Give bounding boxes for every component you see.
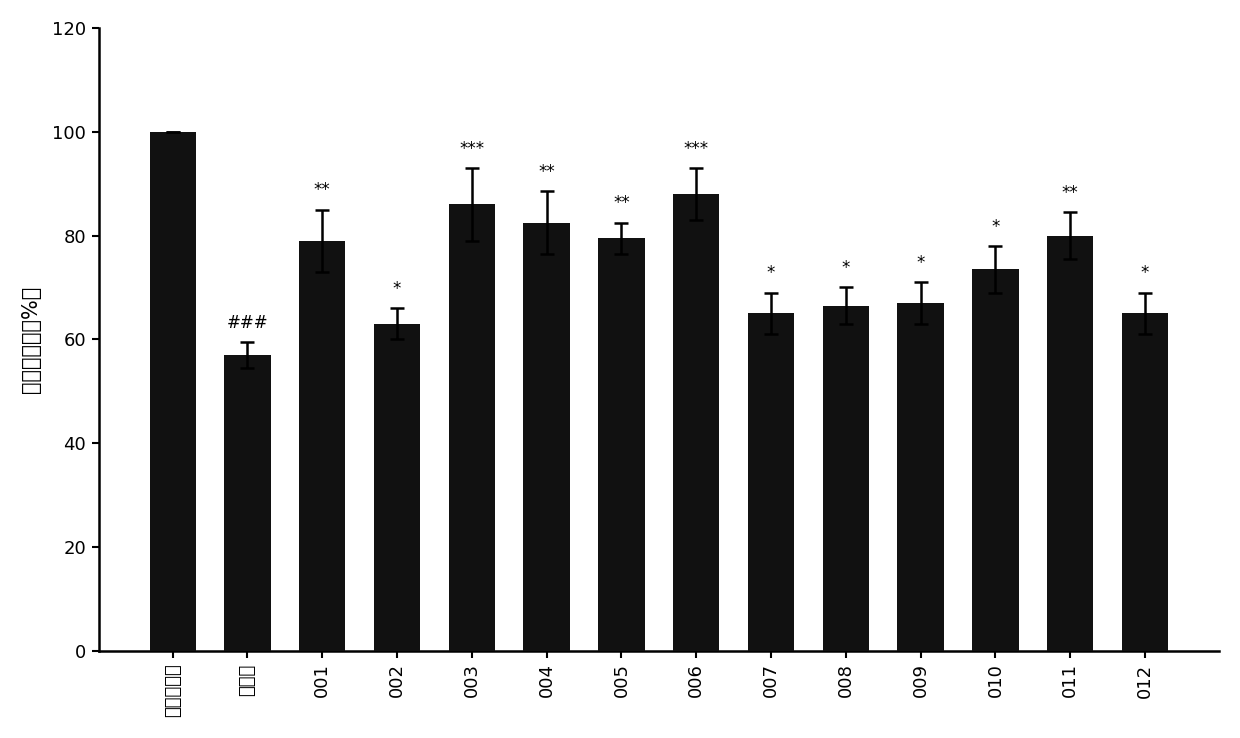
Text: ***: *** [683,139,709,158]
Text: *: * [991,218,999,235]
Text: **: ** [613,194,630,212]
Bar [898,303,944,651]
Bar [449,204,495,651]
Bar [224,355,270,651]
Y-axis label: 细胞存活率（%）: 细胞存活率（%） [21,286,41,393]
Text: **: ** [314,182,331,199]
Bar [598,238,645,651]
Text: ***: *** [459,139,485,158]
Bar [374,324,420,651]
Text: **: ** [1061,184,1079,201]
Text: *: * [1141,264,1149,282]
Text: *: * [393,280,402,298]
Text: ###: ### [227,314,268,331]
Text: *: * [842,259,851,277]
Bar [748,314,795,651]
Bar [523,223,570,651]
Bar [673,194,719,651]
Text: **: ** [538,163,556,181]
Bar [1122,314,1168,651]
Bar [1047,235,1094,651]
Bar [299,241,346,651]
Bar [972,269,1018,651]
Text: *: * [916,254,925,272]
Bar [150,131,196,651]
Bar [822,306,869,651]
Text: *: * [766,264,775,282]
